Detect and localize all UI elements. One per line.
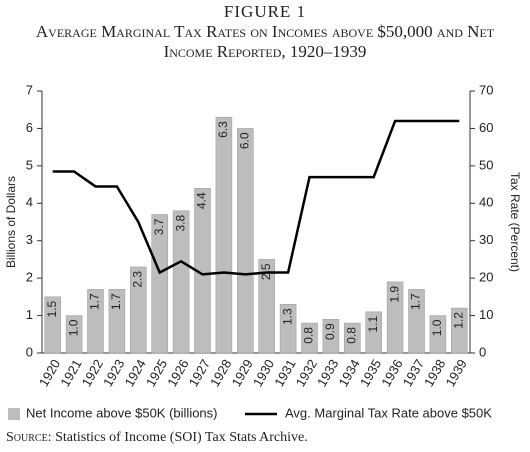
bar xyxy=(408,289,425,354)
legend-label: Net Income above $50K (billions) xyxy=(26,405,218,420)
value-label: 0.8 xyxy=(302,327,316,344)
bar xyxy=(301,322,318,354)
bar xyxy=(451,307,468,354)
x-tick-label: 1929 xyxy=(228,357,255,390)
x-tick-label: 1930 xyxy=(250,357,277,390)
x-tick-label: 1921 xyxy=(57,357,84,390)
bar xyxy=(172,210,190,354)
bar xyxy=(365,311,382,354)
y-tick-label: 6 xyxy=(26,120,33,135)
y-tick-label: 3 xyxy=(26,232,33,247)
y-tick-label: 1 xyxy=(26,307,33,322)
x-tick-label: 1936 xyxy=(378,357,405,390)
bar xyxy=(429,315,447,354)
bar xyxy=(65,315,83,354)
source: Source: Statistics of Income (SOI) Tax S… xyxy=(6,430,308,446)
value-label: 0.9 xyxy=(323,323,337,340)
value-label: 1.7 xyxy=(409,293,423,310)
value-label: 0.8 xyxy=(344,327,358,344)
y2-axis-label: Tax Rate (Percent) xyxy=(508,172,522,272)
y2-tick-label: 60 xyxy=(479,120,493,135)
value-label: 1.7 xyxy=(88,293,102,310)
x-tick-label: 1933 xyxy=(314,357,341,390)
value-label: 1.7 xyxy=(109,293,123,310)
source-text: Statistics of Income (SOI) Tax Stats Arc… xyxy=(55,430,308,445)
value-label: 2.3 xyxy=(130,271,144,288)
header: FIGURE 1 Average Marginal Tax Rates on I… xyxy=(0,2,530,62)
value-label: 1.9 xyxy=(387,286,401,303)
line xyxy=(52,119,460,276)
y2-tick-label: 10 xyxy=(479,307,493,322)
x-tick-label: 1927 xyxy=(186,357,213,390)
legend-swatch xyxy=(8,408,20,420)
y-tick-label: 4 xyxy=(26,195,33,210)
y-tick-label: 7 xyxy=(26,82,33,97)
y2-tick-label: 20 xyxy=(479,270,493,285)
value-label: 6.3 xyxy=(216,121,230,138)
value-label: 1.1 xyxy=(366,316,380,333)
source-label: Source: xyxy=(6,430,52,445)
x-tick-label: 1931 xyxy=(271,357,298,390)
bar xyxy=(44,296,61,354)
y-tick-label: 0 xyxy=(26,344,33,359)
x-tick-label: 1925 xyxy=(143,357,170,390)
legend-label: Avg. Marginal Tax Rate above $50K xyxy=(285,405,492,420)
y-tick-label: 2 xyxy=(26,270,33,285)
value-label: 3.8 xyxy=(173,214,187,231)
bar xyxy=(237,128,254,354)
bar xyxy=(215,116,233,354)
y2-tick-label: 50 xyxy=(479,157,493,172)
bar xyxy=(322,319,340,354)
x-tick-label: 1934 xyxy=(335,357,362,390)
y2-tick-label: 0 xyxy=(479,344,486,359)
value-label: 6.0 xyxy=(237,132,251,149)
x-tick-label: 1937 xyxy=(400,357,427,390)
x-tick-label: 1932 xyxy=(293,357,320,390)
y-axis-label: Billions of Dollars xyxy=(4,176,18,268)
figure-label: FIGURE 1 xyxy=(223,2,307,21)
y-tick-label: 5 xyxy=(26,157,33,172)
x-tick-label: 1922 xyxy=(79,357,106,390)
y2-tick-label: 40 xyxy=(479,195,493,210)
x-tick-label: 1924 xyxy=(121,357,148,390)
bar xyxy=(386,281,404,354)
x-tick-label: 1935 xyxy=(357,357,384,390)
y2-tick-label: 30 xyxy=(479,232,493,247)
x-tick-label: 1939 xyxy=(442,357,469,390)
value-label: 3.7 xyxy=(152,218,166,235)
bar xyxy=(151,214,168,354)
bar xyxy=(258,259,275,354)
value-label: 4.4 xyxy=(195,192,209,209)
bar xyxy=(279,304,297,354)
y2-tick-label: 70 xyxy=(479,82,493,97)
x-tick-label: 1926 xyxy=(164,357,191,390)
bar xyxy=(130,266,147,354)
x-tick-label: 1938 xyxy=(421,357,448,390)
chart-title: Average Marginal Tax Rates on Incomes ab… xyxy=(35,22,495,61)
value-label: 1.2 xyxy=(451,312,465,329)
x-tick-label: 1928 xyxy=(207,357,234,390)
bar xyxy=(108,289,126,354)
value-label: 1.0 xyxy=(430,319,444,336)
x-tick-label: 1923 xyxy=(100,357,127,390)
chart: Billions of Dollars Tax Rate (Percent) 0… xyxy=(4,82,522,420)
value-label: 1.5 xyxy=(45,301,59,318)
bar xyxy=(344,322,361,354)
x-tick-label: 1920 xyxy=(36,357,63,390)
value-label: 1.3 xyxy=(280,308,294,325)
value-label: 1.0 xyxy=(66,319,80,336)
bar xyxy=(87,289,104,354)
